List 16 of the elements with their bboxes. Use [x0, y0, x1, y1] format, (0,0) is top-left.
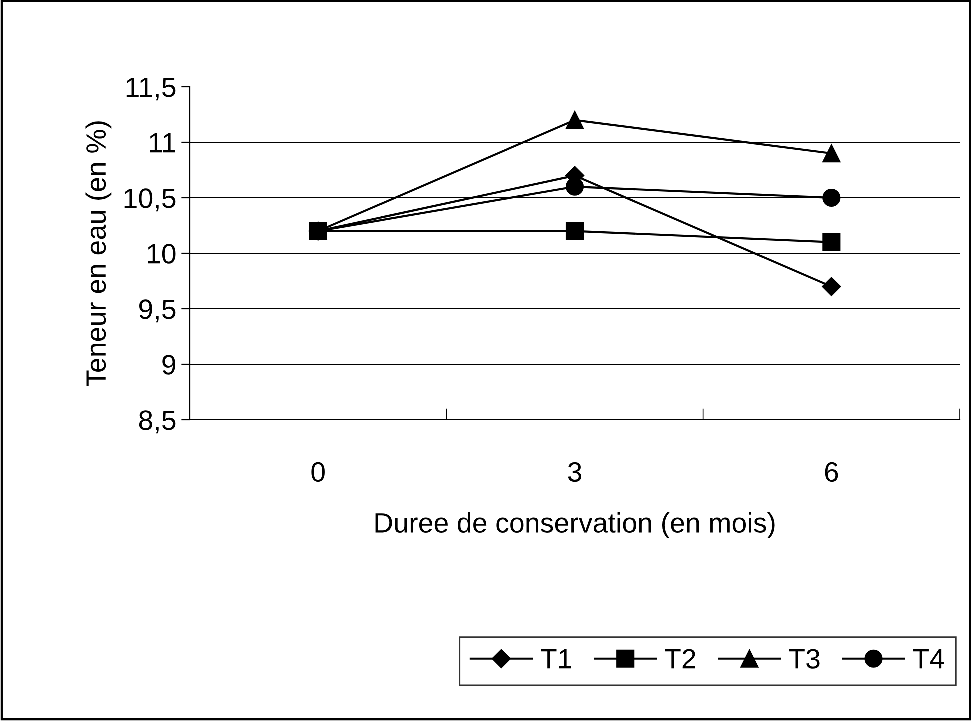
legend-label: T2	[665, 649, 696, 669]
legend-label: T1	[541, 649, 572, 669]
x-tick-label: 0	[312, 462, 325, 482]
x-axis-title: Duree de conservation (en mois)	[376, 512, 775, 538]
legend-label: T4	[913, 649, 944, 669]
y-tick-label: 11,5	[126, 78, 176, 101]
y-tick-label: 11	[150, 133, 176, 153]
x-tick-label: 3	[568, 462, 582, 482]
y-axis-title: Teneur en eau (en %)	[86, 122, 112, 386]
y-tick-label: 8,5	[139, 410, 176, 434]
y-tick-label: 10,5	[124, 188, 176, 212]
legend-label: T3	[789, 649, 820, 669]
y-tick-label: 9,5	[139, 300, 176, 323]
y-tick-label: 10	[148, 244, 176, 264]
x-tick-label: 6	[825, 462, 838, 482]
y-tick-label: 9	[162, 355, 176, 375]
